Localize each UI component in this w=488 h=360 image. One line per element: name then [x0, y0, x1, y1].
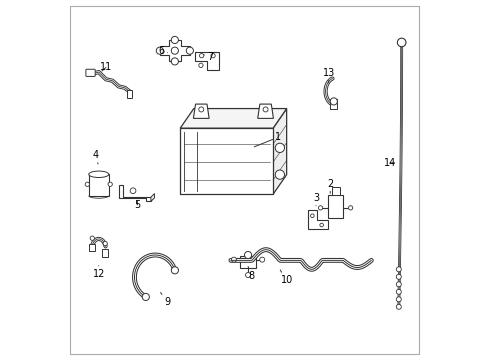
Bar [88, 174, 108, 196]
Circle shape [171, 36, 178, 44]
Circle shape [231, 257, 236, 262]
Circle shape [329, 98, 337, 105]
Bar [102, 249, 108, 257]
Text: 14: 14 [384, 158, 396, 168]
Circle shape [156, 47, 163, 54]
Text: 11: 11 [100, 63, 112, 72]
Bar [331, 187, 339, 195]
Text: 6: 6 [158, 46, 167, 57]
Circle shape [171, 58, 178, 65]
Text: 3: 3 [312, 193, 318, 206]
Text: 9: 9 [160, 293, 170, 307]
Bar [329, 99, 337, 109]
Circle shape [171, 267, 178, 274]
Circle shape [142, 293, 149, 301]
Circle shape [263, 107, 267, 112]
Text: 2: 2 [326, 179, 333, 193]
Bar [126, 90, 132, 98]
Circle shape [397, 38, 405, 47]
Polygon shape [195, 52, 219, 70]
Circle shape [318, 206, 322, 210]
Circle shape [198, 107, 203, 112]
Circle shape [85, 182, 89, 186]
Circle shape [275, 143, 284, 153]
Circle shape [348, 206, 352, 210]
Circle shape [90, 236, 94, 240]
Circle shape [259, 257, 264, 262]
Circle shape [245, 273, 250, 278]
Circle shape [130, 188, 136, 194]
Circle shape [210, 54, 215, 58]
Bar [89, 244, 95, 251]
Circle shape [198, 63, 203, 67]
Circle shape [395, 289, 401, 294]
Circle shape [103, 242, 107, 246]
Polygon shape [151, 194, 154, 202]
Text: 8: 8 [247, 266, 254, 281]
Text: 5: 5 [134, 200, 140, 210]
Polygon shape [307, 210, 327, 229]
Text: 4: 4 [92, 150, 98, 164]
Circle shape [186, 47, 193, 54]
Bar [327, 195, 343, 218]
Text: 10: 10 [280, 270, 292, 285]
Polygon shape [193, 104, 209, 118]
Polygon shape [257, 104, 273, 118]
Polygon shape [180, 109, 286, 128]
Circle shape [310, 214, 313, 217]
Polygon shape [119, 185, 151, 202]
Circle shape [395, 282, 401, 287]
Circle shape [275, 170, 284, 179]
Bar [240, 256, 255, 268]
Polygon shape [272, 109, 286, 194]
Text: 1: 1 [254, 132, 281, 147]
Circle shape [319, 223, 323, 227]
Circle shape [395, 274, 401, 279]
Circle shape [244, 251, 251, 258]
Polygon shape [160, 40, 189, 62]
Text: 13: 13 [323, 68, 335, 83]
Ellipse shape [88, 171, 108, 177]
Bar [180, 128, 272, 194]
Circle shape [199, 54, 203, 58]
Circle shape [395, 297, 401, 302]
Circle shape [171, 47, 178, 54]
Circle shape [395, 304, 401, 309]
FancyBboxPatch shape [86, 69, 95, 76]
Text: 7: 7 [204, 52, 213, 62]
Circle shape [395, 267, 401, 272]
Text: 12: 12 [92, 266, 105, 279]
Circle shape [108, 182, 112, 186]
